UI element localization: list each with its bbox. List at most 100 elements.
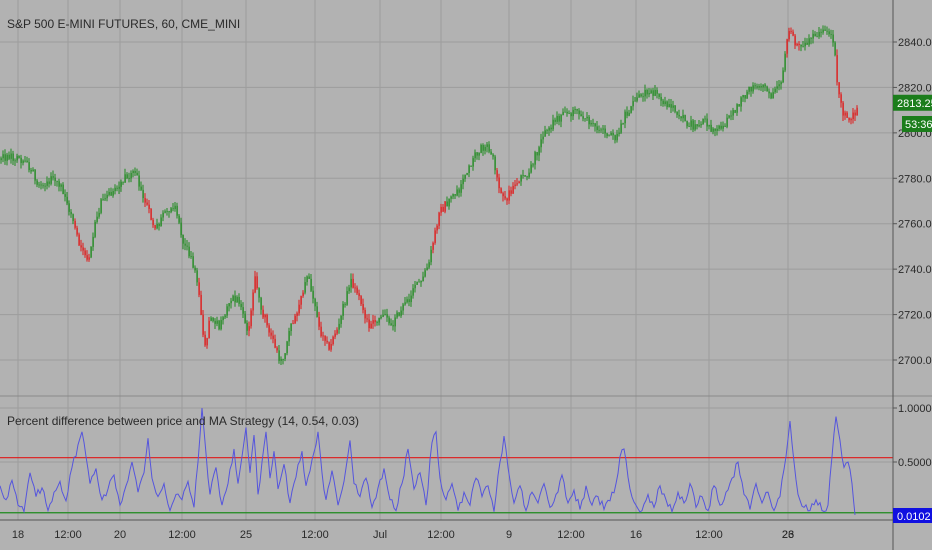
- candle: [156, 218, 158, 230]
- candle-body: [236, 296, 238, 303]
- candle: [88, 253, 90, 262]
- candle: [764, 83, 766, 92]
- candle-body: [264, 314, 266, 318]
- candle-body: [578, 110, 580, 115]
- candle-body: [514, 184, 516, 186]
- candle-body: [522, 175, 524, 176]
- candle-body: [744, 95, 746, 99]
- price-axis[interactable]: 2700.002720.002740.002760.002780.002800.…: [893, 37, 932, 367]
- candle-body: [552, 119, 554, 130]
- candle-body: [610, 133, 612, 136]
- candle-body: [422, 276, 424, 281]
- candle-body: [384, 314, 386, 316]
- candle-body: [526, 176, 528, 178]
- candle-body: [780, 82, 782, 85]
- candle-body: [574, 109, 576, 110]
- candle: [620, 119, 622, 134]
- candle-body: [12, 153, 14, 161]
- oscillator-axis[interactable]: 0.5000 1.0000: [893, 403, 932, 469]
- candle-body: [190, 256, 192, 257]
- candle: [94, 219, 96, 239]
- price-axis-label: 2780.00: [898, 173, 932, 185]
- candle: [762, 84, 764, 93]
- candle-body: [104, 198, 106, 200]
- candle-body: [52, 176, 54, 178]
- candle: [786, 38, 788, 58]
- candle: [154, 224, 156, 231]
- candle: [746, 89, 748, 99]
- candle: [50, 172, 52, 186]
- candle: [254, 270, 256, 294]
- candle: [64, 189, 66, 202]
- candle-body: [808, 38, 810, 45]
- candle-body: [494, 156, 496, 171]
- candle-body: [28, 162, 30, 171]
- candle-body: [570, 113, 572, 117]
- candle-body: [122, 181, 124, 183]
- candle: [672, 100, 674, 112]
- candle: [160, 214, 162, 227]
- candle: [594, 122, 596, 132]
- candle: [376, 320, 378, 326]
- candle: [388, 315, 390, 326]
- candle: [282, 358, 284, 365]
- candle: [262, 305, 264, 320]
- candle-body: [696, 124, 698, 127]
- time-axis[interactable]: 18 12:00 20 12:00 25 12:00 Jul 12:00 9 12:00 16 12:…: [12, 529, 794, 541]
- candle: [800, 44, 802, 52]
- candle: [278, 344, 280, 364]
- candle-body: [510, 190, 512, 194]
- candle: [40, 181, 42, 190]
- candle: [606, 132, 608, 139]
- candle: [102, 193, 104, 201]
- candle-body: [66, 196, 68, 204]
- candle: [644, 84, 646, 102]
- candle-body: [70, 211, 72, 215]
- candle-body: [590, 123, 592, 125]
- candle-body: [0, 158, 2, 161]
- candle-body: [386, 314, 388, 318]
- candle-body: [286, 341, 288, 354]
- candle: [288, 327, 290, 346]
- candle: [568, 110, 570, 115]
- price-axis-label: 2820.00: [898, 82, 932, 94]
- candle-body: [772, 92, 774, 99]
- candle-body: [666, 101, 668, 108]
- candle: [816, 31, 818, 38]
- candle: [826, 26, 828, 35]
- candle-body: [336, 329, 338, 334]
- candle-body: [806, 42, 808, 45]
- candle-body: [148, 204, 150, 209]
- candle: [838, 82, 840, 98]
- candle-body: [188, 246, 190, 257]
- candle: [546, 128, 548, 135]
- candle: [798, 41, 800, 51]
- candle-body: [804, 42, 806, 47]
- candle: [96, 211, 98, 224]
- candle-body: [420, 280, 422, 283]
- candle-body: [358, 293, 360, 297]
- candle-body: [592, 123, 594, 124]
- candle-body: [68, 203, 70, 212]
- candle: [646, 88, 648, 99]
- candle: [28, 158, 30, 173]
- candle-body: [338, 323, 340, 330]
- candle-body: [702, 118, 704, 125]
- candle-body: [278, 350, 280, 361]
- candle-body: [360, 296, 362, 305]
- candle-body: [838, 82, 840, 95]
- candle-body: [532, 164, 534, 166]
- candle-body: [734, 110, 736, 113]
- candle: [18, 155, 20, 159]
- candle-body: [284, 353, 286, 359]
- candle-body: [8, 154, 10, 159]
- candle: [660, 93, 662, 107]
- candle-body: [258, 288, 260, 298]
- last-price-label: 2813.25: [897, 98, 932, 110]
- candle: [630, 105, 632, 114]
- candle: [724, 123, 726, 127]
- candle: [480, 143, 482, 154]
- candle: [528, 168, 530, 179]
- candle: [138, 170, 140, 191]
- candle: [738, 104, 740, 107]
